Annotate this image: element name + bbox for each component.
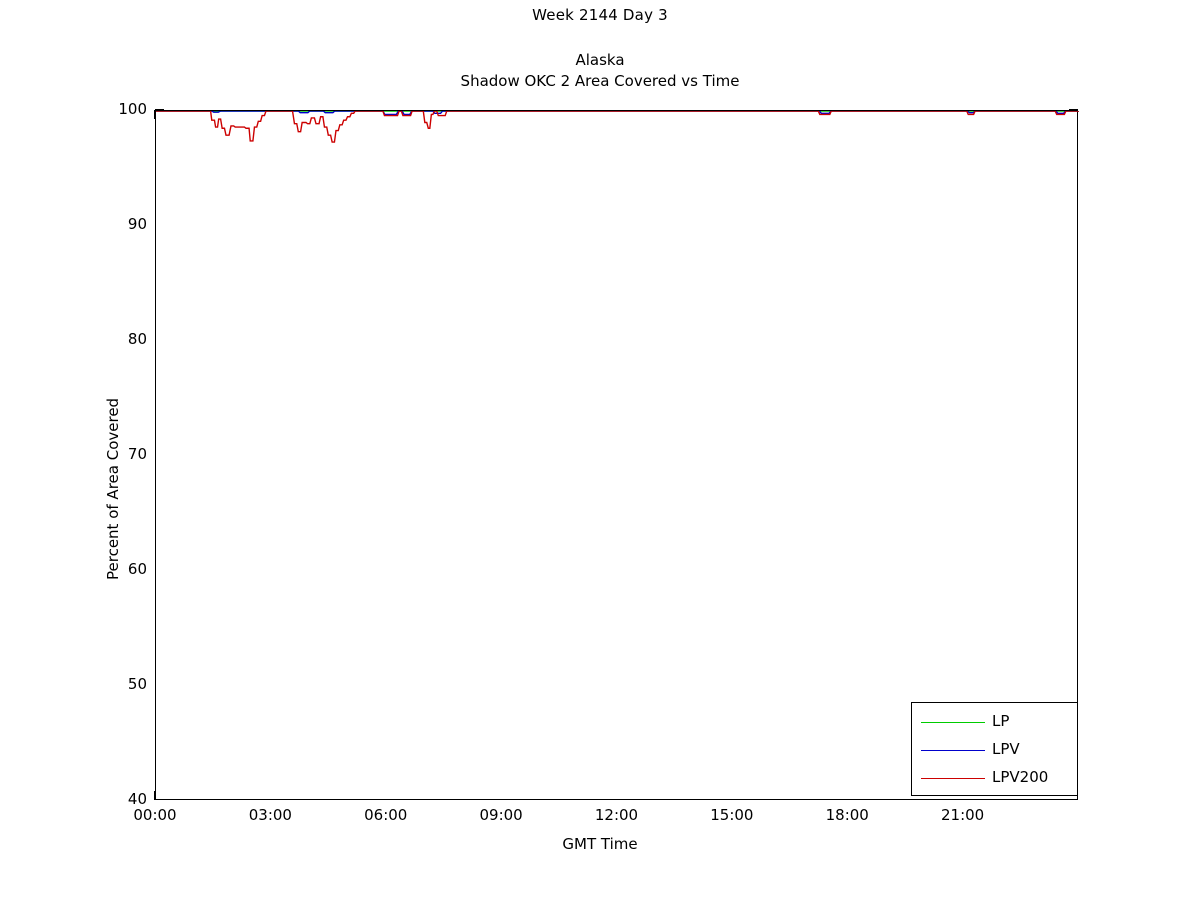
legend-label: LP — [992, 712, 1010, 730]
x-tick-label: 09:00 — [479, 806, 523, 824]
figure-suptitle: Week 2144 Day 3 — [532, 6, 668, 24]
legend-swatch-icon — [921, 722, 985, 723]
y-tick-right — [1069, 109, 1078, 111]
x-tick-label: 21:00 — [941, 806, 985, 824]
y-tick-label: 40 — [127, 790, 147, 808]
chart-title-region: Alaska — [575, 51, 625, 69]
legend: LP LPV LPV200 — [911, 702, 1078, 796]
y-tick-label: 50 — [127, 675, 147, 693]
x-tick-label: 03:00 — [248, 806, 292, 824]
plot-area — [155, 110, 1079, 800]
y-tick-label: 80 — [127, 330, 147, 348]
y-tick-label: 60 — [127, 560, 147, 578]
legend-item-lpv: LPV — [912, 737, 1079, 765]
legend-item-lpv200: LPV200 — [912, 765, 1079, 793]
x-tick-label: 12:00 — [594, 806, 639, 824]
series-line-lpv200 — [156, 111, 1079, 143]
series-canvas — [156, 111, 1079, 143]
legend-swatch-icon — [921, 750, 985, 751]
x-tick-label: 06:00 — [364, 806, 408, 824]
legend-label: LPV — [992, 740, 1020, 758]
legend-label: LPV200 — [992, 768, 1049, 786]
y-tick — [155, 109, 164, 111]
y-axis-title: Percent of Area Covered — [104, 397, 122, 580]
y-tick-label: 100 — [118, 100, 147, 118]
legend-swatch-icon — [921, 778, 985, 779]
x-tick-label: 18:00 — [825, 806, 869, 824]
y-tick-label: 90 — [127, 215, 147, 233]
x-axis-title: GMT Time — [562, 835, 638, 853]
x-tick-top — [154, 110, 156, 119]
y-tick-label: 70 — [127, 445, 147, 463]
x-tick — [154, 791, 156, 800]
x-tick-label: 00:00 — [133, 806, 177, 824]
chart-title: Alaska Shadow OKC 2 Area Covered vs Time — [0, 50, 1200, 92]
chart-title-subject: Shadow OKC 2 Area Covered vs Time — [460, 72, 740, 90]
x-tick-label: 15:00 — [710, 806, 754, 824]
series-line-lpv — [156, 111, 1079, 116]
legend-item-lp: LP — [912, 709, 1079, 737]
